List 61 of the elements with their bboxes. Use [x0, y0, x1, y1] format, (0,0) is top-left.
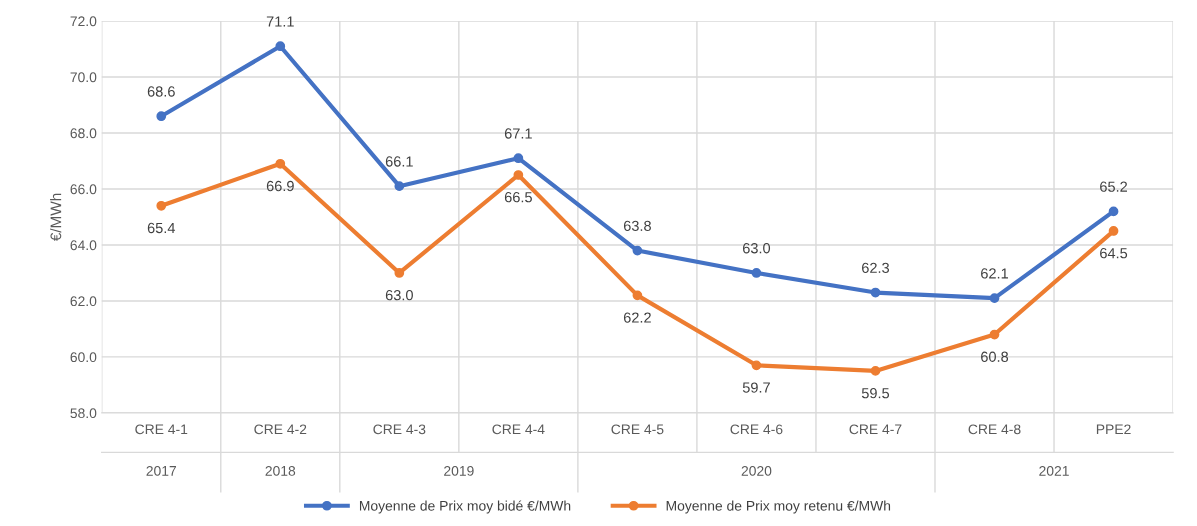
point — [275, 158, 286, 169]
text: 2020 — [741, 465, 772, 476]
data-label: 62.1 — [981, 268, 1008, 279]
data-label: 62.3 — [862, 262, 890, 273]
data-label: 59.7 — [742, 382, 770, 393]
data-label: 71.1 — [266, 16, 294, 27]
data-label: 64.5 — [1100, 248, 1128, 259]
text: 2021 — [1039, 465, 1069, 476]
point — [1108, 206, 1119, 217]
y-tick-label: 58.0 — [70, 408, 97, 419]
point — [513, 153, 524, 164]
text: 2018 — [265, 465, 296, 476]
point — [1108, 226, 1119, 236]
point — [394, 181, 405, 192]
data-label: 63.0 — [385, 290, 413, 301]
data-label: 67.1 — [504, 128, 532, 139]
point — [751, 268, 762, 278]
point — [156, 200, 167, 211]
x-tick-label: CRE 4-1 — [135, 424, 188, 435]
y-tick-label: 66.0 — [70, 184, 97, 195]
point — [870, 287, 881, 298]
point — [275, 41, 286, 52]
data-label: 59.5 — [861, 387, 890, 399]
x-tick-label: CRE 4-3 — [373, 424, 426, 435]
y-tick-label: 62.0 — [70, 296, 97, 307]
x-tick-label: PPE2 — [1096, 424, 1131, 435]
data-label: 66.1 — [385, 156, 413, 167]
x-tick-label: CRE 4-2 — [254, 424, 307, 435]
point — [870, 366, 881, 376]
point — [751, 360, 762, 371]
data-label: 66.9 — [266, 180, 294, 192]
y-tick-label: 68.0 — [70, 128, 97, 139]
legend-label: Moyenne de Prix moy bidé €/MWh — [359, 500, 571, 514]
text: 2019 — [444, 465, 474, 476]
data-label: 65.4 — [147, 222, 176, 234]
point — [989, 293, 1000, 304]
x-tick-label: CRE 4-6 — [730, 424, 783, 435]
data-label: 66.5 — [504, 192, 532, 203]
y-axis-title: €/MWh — [50, 193, 62, 242]
point — [632, 290, 643, 301]
text: 2017 — [146, 465, 177, 476]
point — [989, 329, 1000, 340]
y-tick-label: 70.0 — [70, 72, 97, 83]
data-label: 60.8 — [981, 351, 1009, 362]
point — [632, 245, 643, 256]
data-label: 68.6 — [147, 86, 175, 97]
x-tick-label: CRE 4-4 — [492, 424, 545, 435]
data-label: 63.8 — [623, 220, 651, 232]
x-tick-label: CRE 4-5 — [611, 424, 664, 435]
x-tick-label: CRE 4-7 — [849, 424, 902, 435]
data-label: 65.2 — [1100, 181, 1127, 192]
point — [394, 268, 405, 278]
point — [513, 170, 524, 180]
y-tick-label: 60.0 — [70, 352, 97, 363]
x-tick-label: CRE 4-8 — [968, 424, 1021, 435]
data-label: 62.2 — [623, 312, 651, 323]
point — [156, 111, 167, 122]
y-tick-label: 72.0 — [70, 16, 97, 27]
y-tick-label: 64.0 — [70, 240, 97, 251]
legend-label: Moyenne de Prix moy retenu €/MWh — [666, 500, 891, 514]
data-label: 63.0 — [742, 243, 771, 254]
